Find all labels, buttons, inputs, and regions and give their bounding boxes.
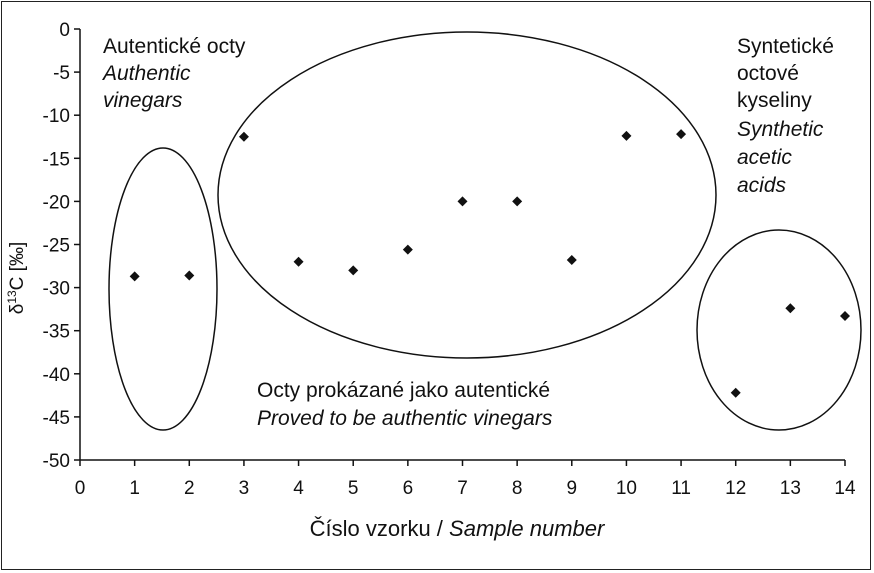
data-point-3 bbox=[238, 131, 249, 142]
y-axis-label-delta: δ bbox=[7, 304, 28, 315]
proved-label-en: Proved to be authentic vinegars bbox=[257, 407, 553, 430]
y-tick-label: -40 bbox=[43, 365, 70, 386]
x-tick-label: 1 bbox=[129, 478, 140, 499]
data-point-14 bbox=[840, 311, 850, 322]
proved-label-cz: Octy prokázané jako autentické bbox=[257, 379, 550, 402]
y-tick-label: -50 bbox=[43, 451, 70, 472]
data-point-4 bbox=[293, 256, 304, 267]
y-tick-label: -10 bbox=[43, 106, 70, 127]
data-point-6 bbox=[402, 244, 413, 255]
authentic-label-en-1: Authentic bbox=[101, 62, 191, 85]
synthetic-label-cz-3: kyseliny bbox=[737, 89, 812, 112]
data-points bbox=[129, 129, 850, 398]
y-axis-label-rest: C [‰] bbox=[7, 242, 28, 291]
y-tick-label: -25 bbox=[43, 236, 70, 257]
x-tick-label: 11 bbox=[671, 478, 691, 499]
x-tick-label: 10 bbox=[616, 478, 637, 499]
x-tick-label: 0 bbox=[75, 478, 86, 499]
authentic-label-cz: Autentické octy bbox=[103, 35, 246, 58]
data-point-9 bbox=[566, 255, 577, 266]
x-ticks: 0 1 2 3 4 5 6 7 8 9 10 11 12 13 14 bbox=[75, 460, 856, 499]
x-tick-label: 2 bbox=[184, 478, 195, 499]
authentic-label-en-2: vinegars bbox=[103, 89, 183, 112]
x-tick-label: 12 bbox=[725, 478, 746, 499]
x-axis-label: Číslo vzorku / Sample number bbox=[310, 516, 606, 541]
data-point-1 bbox=[129, 271, 140, 282]
x-axis-label-cz: Číslo vzorku / bbox=[310, 516, 449, 541]
data-point-10 bbox=[621, 130, 632, 141]
y-tick-label: -30 bbox=[43, 279, 70, 300]
synthetic-label-en-3: acids bbox=[737, 174, 787, 197]
data-point-11 bbox=[676, 129, 687, 140]
data-point-2 bbox=[184, 270, 195, 281]
x-tick-label: 14 bbox=[834, 478, 856, 499]
x-tick-label: 5 bbox=[348, 478, 359, 499]
y-tick-label: -5 bbox=[53, 63, 70, 84]
y-tick-label: -15 bbox=[43, 149, 70, 170]
data-point-13 bbox=[785, 303, 796, 314]
synthetic-label-en-1: Synthetic bbox=[737, 118, 824, 141]
x-tick-label: 13 bbox=[780, 478, 801, 499]
x-axis-label-en: Sample number bbox=[449, 516, 606, 541]
y-tick-label: -20 bbox=[43, 192, 70, 213]
x-tick-label: 4 bbox=[293, 478, 304, 499]
x-tick-label: 3 bbox=[239, 478, 250, 499]
y-ticks: 0 -5 -10 -15 -20 -25 -30 -35 -40 -45 -50 bbox=[43, 20, 80, 472]
y-axis-label-sup: 13 bbox=[5, 290, 19, 304]
synthetic-group-ellipse bbox=[696, 229, 862, 431]
data-point-7 bbox=[457, 196, 468, 207]
authentic-group-ellipse bbox=[108, 147, 218, 431]
x-tick-label: 8 bbox=[512, 478, 523, 499]
x-tick-label: 6 bbox=[403, 478, 414, 499]
data-point-8 bbox=[512, 196, 523, 207]
y-tick-label: 0 bbox=[59, 20, 70, 41]
y-axis-label: δ13C [‰] bbox=[5, 242, 28, 315]
synthetic-label-cz-2: octové bbox=[737, 62, 799, 85]
data-point-12 bbox=[730, 387, 741, 398]
synthetic-label-en-2: acetic bbox=[737, 146, 792, 169]
y-tick-label: -35 bbox=[43, 322, 70, 343]
synthetic-label-cz-1: Syntetické bbox=[737, 35, 834, 58]
x-tick-label: 9 bbox=[566, 478, 577, 499]
x-tick-label: 7 bbox=[457, 478, 468, 499]
data-point-5 bbox=[348, 265, 359, 276]
proved-group-ellipse bbox=[217, 31, 717, 359]
y-tick-label: -45 bbox=[43, 408, 70, 429]
